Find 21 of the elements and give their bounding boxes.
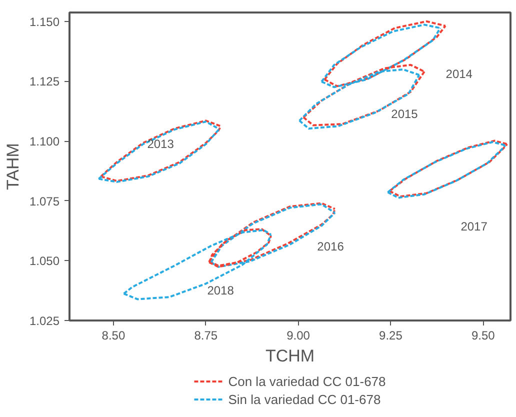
y-tick-label: 1.050 xyxy=(29,254,60,268)
y-tick-label: 1.025 xyxy=(29,314,60,328)
x-tick-label: 9.00 xyxy=(286,328,310,342)
annotation: 2014 xyxy=(446,67,473,82)
x-tick-label: 9.50 xyxy=(471,328,496,342)
x-axis-title: TCHM xyxy=(265,346,315,366)
y-tick-label: 1.100 xyxy=(29,134,60,149)
y-axis-title: TAHM xyxy=(3,143,22,190)
x-tick-label: 9.25 xyxy=(379,328,403,342)
annotation: 2016 xyxy=(317,239,344,254)
annotation: 2017 xyxy=(460,219,488,234)
legend-label: Sin la variedad CC 01-678 xyxy=(228,390,381,408)
legend-label: Con la variedad CC 01-678 xyxy=(228,372,386,390)
y-tick-label: 1.075 xyxy=(29,194,60,208)
y-tick-label: 1.125 xyxy=(29,74,60,89)
annotation: 2013 xyxy=(147,136,174,151)
x-tick-label: 8.75 xyxy=(194,328,218,342)
annotation: 2018 xyxy=(207,283,234,298)
x-tick-label: 8.50 xyxy=(102,328,126,342)
y-tick-label: 1.150 xyxy=(29,14,60,29)
annotation: 2015 xyxy=(391,107,418,122)
